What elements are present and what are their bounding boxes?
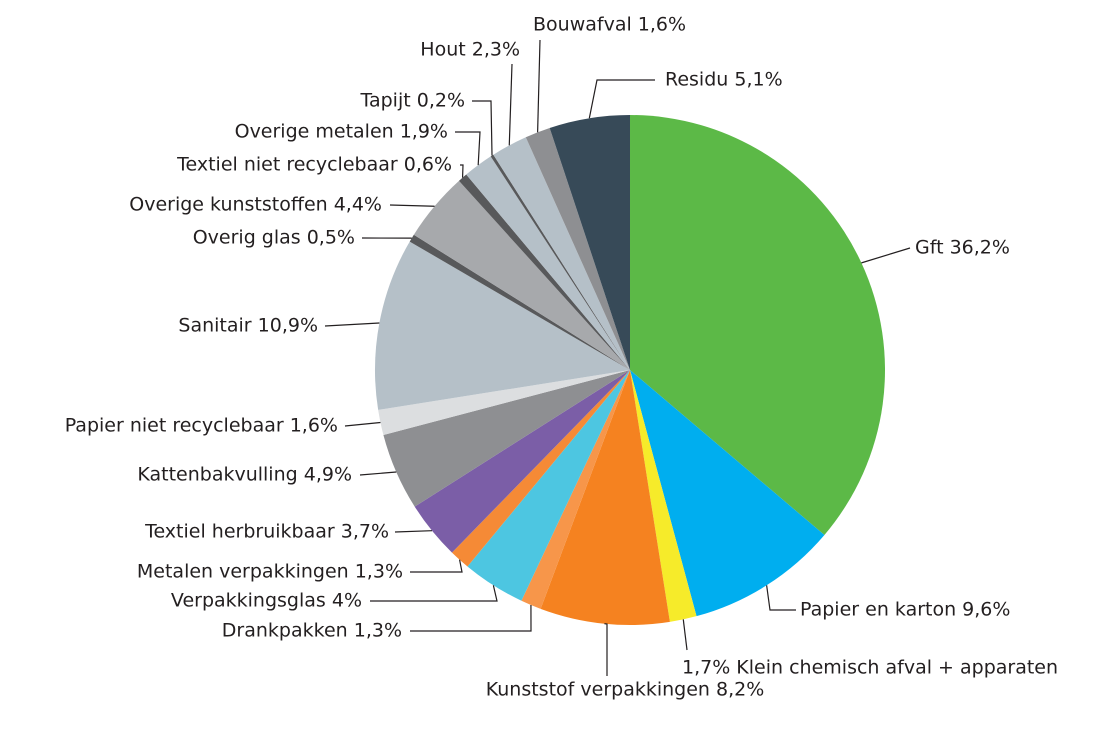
pie-slice [490,154,630,370]
slice-label: Papier niet recyclebaar 1,6% [65,415,338,437]
pie-slice [549,115,630,370]
leader-line [460,164,464,178]
slice-label: Hout 2,3% [420,39,520,61]
slice-label: Overige metalen 1,9% [235,121,448,143]
leader-line [359,471,397,476]
slice-label: Verpakkingsglas 4% [171,590,362,612]
pie-slice [525,127,630,370]
leader-line [455,131,481,166]
slice-label: Textiel herbruikbaar 3,7% [144,521,389,543]
slice-label: Overige kunststoffen 4,4% [129,194,382,216]
leader-line [766,585,796,611]
pie-slice [540,370,670,626]
leader-line [370,585,498,602]
leader-line [410,559,463,573]
pie-slice [521,370,630,609]
pie-slice [378,370,630,435]
leader-line [682,619,688,651]
slice-label: Kattenbakvulling 4,9% [137,464,352,486]
leader-line [394,530,433,533]
pie-slice [458,174,630,370]
slice-label: Papier en karton 9,6% [800,599,1010,621]
slice-label: Overig glas 0,5% [193,227,355,249]
leader-line [410,604,532,632]
slice-label: Residu 5,1% [665,69,783,91]
pie-slice [451,370,630,567]
leader-line [324,322,380,327]
slice-label: Tapijt 0,2% [360,90,465,112]
pie-slice [414,370,630,553]
pie-slice [467,370,630,601]
pie-slice [630,115,886,535]
slice-label: Kunststof verpakkingen 8,2% [486,679,765,701]
leader-line [861,247,911,264]
pie-slice [383,370,630,507]
pie-slice [466,156,630,370]
slice-label: Drankpakken 1,3% [222,620,402,642]
pie-slice [413,180,630,370]
pie-slice [630,370,697,622]
leader-line [508,63,513,146]
slice-label: Metalen verpakkingen 1,3% [137,561,403,583]
slice-label: Sanitair 10,9% [178,315,318,337]
pie-slice [630,370,825,617]
leader-line [344,421,381,427]
leader-line [604,623,608,676]
slice-label: Textiel niet recyclebaar 0,6% [176,154,452,176]
pie-slice [375,241,630,410]
slice-label: Bouwafval 1,6% [533,14,686,36]
slice-label: Gft 36,2% [915,237,1010,259]
slice-label: 1,7% Klein chemisch afval + apparaten [682,657,1058,679]
leader-line [588,79,655,119]
leader-line [472,100,493,156]
pie-slice [493,137,630,370]
leader-line [389,204,435,207]
leader-line [537,39,541,133]
pie-slice [409,234,630,370]
